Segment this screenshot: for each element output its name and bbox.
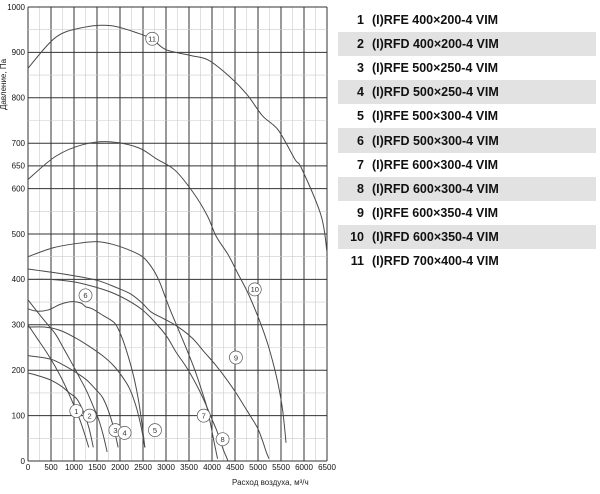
svg-text:600: 600 (12, 184, 26, 193)
svg-text:3500: 3500 (180, 463, 198, 472)
svg-text:4: 4 (123, 429, 127, 438)
svg-text:1500: 1500 (88, 463, 106, 472)
svg-text:2500: 2500 (134, 463, 152, 472)
svg-text:300: 300 (12, 321, 26, 330)
svg-text:500: 500 (12, 230, 26, 239)
svg-text:6000: 6000 (295, 463, 313, 472)
svg-text:6500: 6500 (318, 463, 336, 472)
svg-text:10: 10 (251, 285, 259, 294)
svg-text:2000: 2000 (111, 463, 129, 472)
svg-text:200: 200 (12, 366, 26, 375)
svg-text:8: 8 (220, 435, 224, 444)
svg-text:4000: 4000 (203, 463, 221, 472)
svg-text:800: 800 (12, 94, 26, 103)
svg-text:7: 7 (202, 411, 206, 420)
svg-text:5000: 5000 (249, 463, 267, 472)
svg-text:1: 1 (74, 407, 78, 416)
svg-text:5500: 5500 (272, 463, 290, 472)
svg-text:100: 100 (12, 411, 26, 420)
svg-text:2: 2 (88, 411, 92, 420)
svg-text:9: 9 (234, 353, 238, 362)
svg-text:5: 5 (153, 426, 157, 435)
svg-text:400: 400 (12, 275, 26, 284)
svg-text:900: 900 (12, 48, 26, 57)
svg-text:0: 0 (26, 463, 31, 472)
svg-text:650: 650 (12, 162, 26, 171)
svg-text:3000: 3000 (157, 463, 175, 472)
svg-text:11: 11 (148, 35, 156, 44)
svg-text:700: 700 (12, 139, 26, 148)
svg-text:1000: 1000 (65, 463, 83, 472)
svg-text:3: 3 (113, 426, 117, 435)
svg-text:4500: 4500 (226, 463, 244, 472)
svg-text:6: 6 (83, 291, 87, 300)
svg-text:1000: 1000 (7, 3, 25, 12)
svg-text:500: 500 (44, 463, 58, 472)
